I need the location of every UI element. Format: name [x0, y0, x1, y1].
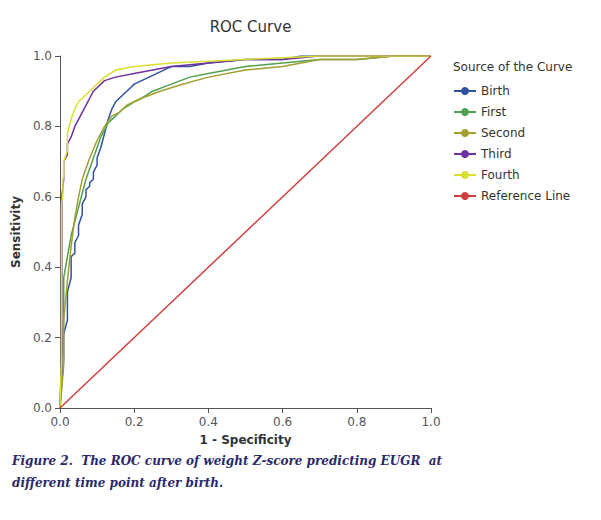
svg-text:ROC Curve: ROC Curve	[210, 18, 292, 36]
svg-text:Fourth: Fourth	[481, 168, 520, 182]
svg-text:0.8: 0.8	[347, 415, 366, 429]
svg-text:First: First	[481, 105, 507, 119]
svg-text:Sensitivity: Sensitivity	[9, 196, 23, 268]
svg-text:0.0: 0.0	[50, 415, 69, 429]
svg-text:1 - Specificity: 1 - Specificity	[200, 433, 292, 447]
svg-text:0.6: 0.6	[33, 190, 52, 204]
svg-text:0.2: 0.2	[125, 415, 144, 429]
svg-text:Second: Second	[481, 126, 525, 140]
svg-text:1.0: 1.0	[421, 415, 440, 429]
svg-text:Source of the Curve: Source of the Curve	[453, 60, 572, 74]
svg-text:different time point after bir: different time point after birth.	[12, 476, 223, 490]
svg-text:0.4: 0.4	[199, 415, 218, 429]
svg-text:1.0: 1.0	[33, 49, 52, 63]
svg-text:0.0: 0.0	[33, 401, 52, 415]
svg-text:0.2: 0.2	[33, 331, 52, 345]
svg-text:Third: Third	[480, 147, 512, 161]
svg-text:Birth: Birth	[481, 84, 510, 98]
svg-text:0.8: 0.8	[33, 119, 52, 133]
svg-text:Reference Line: Reference Line	[481, 189, 570, 203]
svg-text:0.6: 0.6	[273, 415, 292, 429]
svg-text:Figure 2. The ROC curve of we: Figure 2. The ROC curve of weight Z-scor…	[11, 454, 443, 468]
svg-text:0.4: 0.4	[33, 260, 52, 274]
